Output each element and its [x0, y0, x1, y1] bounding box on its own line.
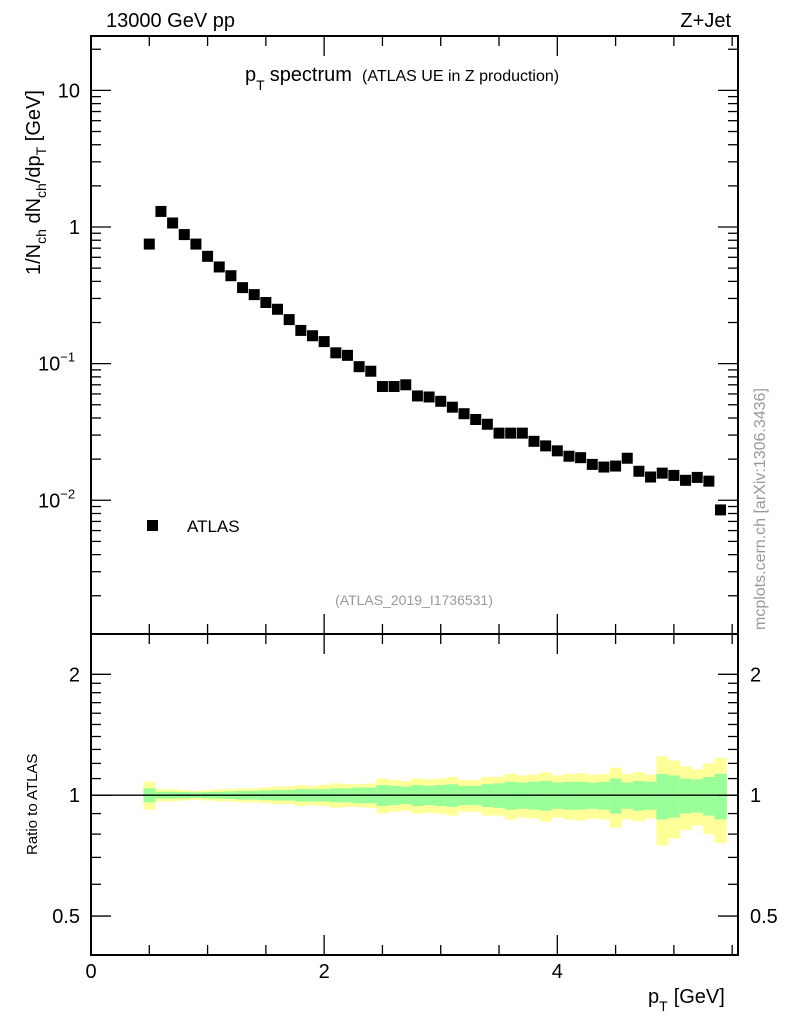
data-point	[225, 270, 237, 282]
main-data-points	[143, 205, 727, 516]
main-title: pT spectrum	[245, 64, 352, 93]
data-point	[260, 297, 272, 309]
data-point	[330, 347, 342, 359]
data-point	[481, 418, 493, 430]
y-tick-label-exp: −1	[60, 350, 75, 365]
data-point	[680, 474, 692, 486]
ratio-frame	[90, 633, 739, 956]
data-point	[213, 261, 225, 273]
ratio-y-tick-label-left: 2	[69, 664, 80, 686]
data-point	[633, 465, 645, 477]
legend-label-atlas: ATLAS	[187, 517, 240, 536]
data-point	[563, 450, 575, 462]
inner-uncertainty-band	[691, 779, 704, 813]
x-axis-label: pT [GeV]	[648, 986, 725, 1014]
data-point	[388, 381, 400, 393]
y-tick-label: 10−2	[38, 486, 75, 512]
data-point	[656, 467, 668, 479]
main-frame	[90, 35, 739, 635]
ratio-y-tick-label-left: 0.5	[52, 906, 80, 928]
y-tick-label-exp: −2	[60, 486, 75, 501]
data-point	[621, 452, 633, 464]
data-point	[178, 229, 190, 241]
data-point	[318, 336, 330, 348]
inner-uncertainty-band	[679, 778, 692, 814]
data-point	[423, 391, 435, 403]
data-point	[353, 361, 365, 373]
data-point	[190, 238, 202, 250]
data-point	[155, 205, 167, 217]
inner-uncertainty-band	[656, 773, 669, 820]
data-point	[341, 349, 353, 361]
inner-uncertainty-band	[703, 776, 716, 816]
data-point	[551, 445, 563, 457]
x-tick-label: 0	[85, 961, 96, 983]
x-tick-label: 2	[319, 961, 330, 983]
data-point	[691, 471, 703, 483]
data-point	[470, 414, 482, 426]
data-point	[202, 250, 214, 262]
analysis-label: (ATLAS_2019_I1736531)	[335, 592, 493, 608]
data-point	[167, 217, 179, 229]
data-point	[668, 469, 680, 481]
data-point	[143, 238, 155, 250]
main-title-note: (ATLAS UE in Z production)	[362, 68, 559, 85]
data-point	[365, 365, 377, 377]
data-point	[411, 390, 423, 402]
data-point	[505, 427, 517, 439]
data-point	[493, 427, 505, 439]
data-point	[575, 452, 587, 464]
process-label: Z+Jet	[680, 10, 731, 32]
x-tick-label: 4	[552, 961, 563, 983]
data-point	[272, 303, 284, 315]
inner-uncertainty-band	[609, 778, 622, 814]
ratio-y-tick-label-right: 1	[750, 785, 761, 807]
main-y-axis-label: 1/Nch dNch/dpT [GeV]	[23, 90, 49, 275]
data-point	[248, 289, 260, 301]
data-point	[458, 408, 470, 420]
data-point	[295, 324, 307, 336]
data-point	[586, 458, 598, 470]
ratio-y-axis-label: Ratio to ATLAS	[24, 754, 41, 855]
data-point	[610, 460, 622, 472]
inner-uncertainty-band	[714, 773, 727, 820]
ratio-y-tick-label-left: 1	[69, 785, 80, 807]
data-point	[400, 379, 412, 391]
data-point	[283, 314, 295, 326]
data-point	[306, 330, 318, 342]
y-tick-label: 10−1	[38, 350, 75, 376]
data-point	[237, 282, 249, 294]
energy-label: 13000 GeV pp	[106, 10, 235, 32]
main-panel: pT spectrum (ATLAS UE in Z production) 10…	[23, 36, 738, 955]
watermark: mcplots.cern.ch [arXiv:1306.3436]	[752, 388, 769, 630]
data-point	[645, 471, 657, 483]
y-tick-label: 10	[58, 80, 80, 102]
data-point	[446, 401, 458, 413]
legend-marker	[147, 520, 158, 531]
y-tick-label: 1	[69, 217, 80, 239]
y-tick-label-base: 10	[38, 354, 60, 376]
ratio-y-tick-label-right: 0.5	[750, 906, 778, 928]
data-point	[715, 504, 727, 516]
data-point	[528, 435, 540, 447]
data-point	[540, 440, 552, 452]
inner-uncertainty-band	[668, 775, 681, 818]
y-tick-label-base: 10	[38, 490, 60, 512]
data-point	[516, 427, 528, 439]
data-point	[376, 381, 388, 393]
ratio-panel: 2 2 1 1 0.5 0.5 0 2 4 Ratio to ATLAS pT [GeV]	[24, 664, 778, 1014]
ratio-axis-ticks: 2 2 1 1 0.5 0.5 0 2 4	[52, 664, 778, 983]
data-point	[435, 395, 447, 407]
data-point	[598, 461, 610, 473]
ratio-bands	[91, 756, 738, 846]
ratio-y-tick-label-right: 2	[750, 664, 761, 686]
data-point	[703, 475, 715, 487]
